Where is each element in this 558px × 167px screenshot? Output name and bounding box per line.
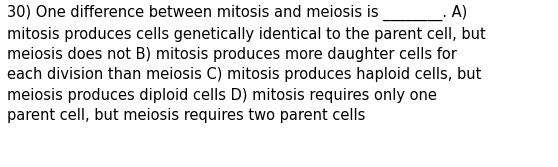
Text: 30) One difference between mitosis and meiosis is ________. A)
mitosis produces : 30) One difference between mitosis and m… <box>7 5 485 123</box>
